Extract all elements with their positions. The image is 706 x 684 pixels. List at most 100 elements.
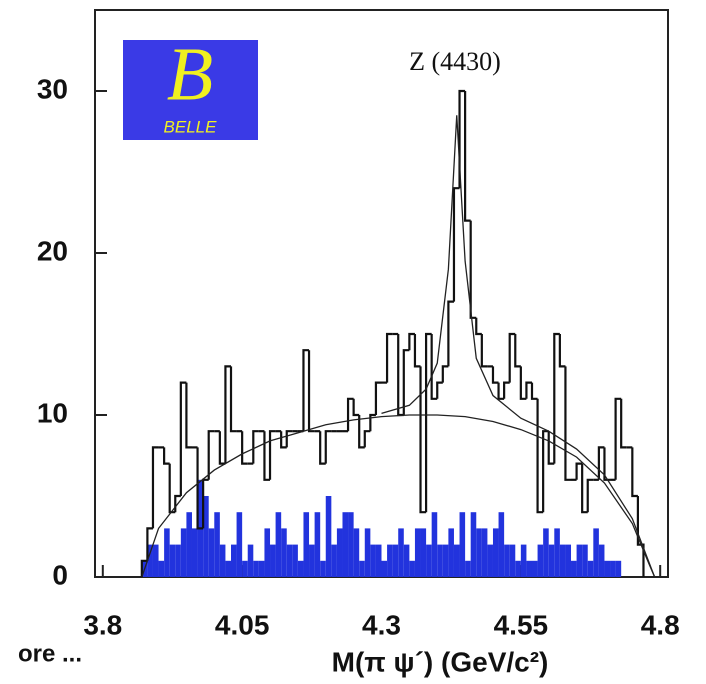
background-bar bbox=[509, 544, 516, 577]
background-bar bbox=[531, 560, 538, 577]
histogram-step bbox=[464, 91, 471, 222]
background-bar bbox=[320, 560, 326, 577]
background-bar bbox=[270, 544, 276, 577]
corner-text: ore ... bbox=[18, 640, 82, 667]
background-bar bbox=[392, 544, 399, 577]
background-bar bbox=[297, 560, 304, 577]
histogram-step bbox=[564, 366, 572, 481]
background-bar bbox=[348, 512, 354, 577]
histogram-step bbox=[542, 430, 549, 513]
histogram-step bbox=[575, 462, 583, 480]
histogram-step bbox=[263, 431, 271, 481]
y-tick-label: 0 bbox=[52, 559, 68, 590]
histogram-step bbox=[196, 447, 204, 530]
background-bar bbox=[342, 512, 349, 577]
histogram-step bbox=[558, 334, 566, 368]
background-bar bbox=[459, 512, 466, 577]
background-bar bbox=[180, 528, 187, 577]
histogram-step bbox=[436, 381, 443, 399]
histogram-step bbox=[424, 332, 432, 513]
x-tick-label: 4.05 bbox=[215, 609, 270, 640]
background-bar bbox=[403, 544, 410, 577]
histogram-step bbox=[268, 430, 276, 480]
background-bar bbox=[364, 528, 371, 577]
histogram-step bbox=[179, 381, 187, 496]
background-bar bbox=[470, 512, 477, 577]
background-bar bbox=[381, 560, 388, 577]
histogram-step bbox=[475, 317, 482, 336]
histogram-step bbox=[218, 431, 226, 465]
background-bar bbox=[359, 560, 365, 577]
background-bar bbox=[515, 560, 521, 577]
background-bar bbox=[593, 528, 599, 577]
histogram-step bbox=[151, 446, 159, 529]
background-bar bbox=[242, 560, 248, 577]
background-bar bbox=[565, 544, 572, 577]
histogram-step bbox=[358, 415, 365, 449]
x-tick-label: 4.3 bbox=[362, 609, 401, 640]
background-bar bbox=[548, 544, 555, 577]
histogram-step bbox=[530, 382, 538, 400]
background-bar bbox=[231, 544, 237, 577]
annotation: Z (4430) bbox=[409, 47, 501, 76]
background-bar bbox=[236, 512, 243, 577]
background-bar bbox=[164, 528, 170, 577]
histogram-step bbox=[497, 382, 505, 400]
histogram-step bbox=[280, 431, 287, 449]
background-bar bbox=[214, 512, 220, 577]
histogram-step bbox=[252, 430, 259, 464]
background-bar bbox=[582, 544, 588, 577]
histogram-step bbox=[508, 332, 516, 383]
logo-box bbox=[123, 40, 258, 140]
background-bar bbox=[481, 528, 488, 577]
background-bar bbox=[537, 544, 544, 577]
histogram-step bbox=[352, 398, 360, 417]
background-bar bbox=[331, 544, 337, 577]
background-bar bbox=[292, 544, 298, 577]
background-bar bbox=[314, 512, 321, 577]
x-axis-label: M(π ψ´) (GeV/c²) bbox=[332, 646, 549, 677]
background-bar bbox=[520, 544, 527, 577]
background-bar bbox=[587, 560, 594, 577]
background-bar bbox=[598, 544, 605, 577]
background-bar bbox=[409, 560, 415, 577]
background-bar bbox=[387, 544, 393, 577]
background-bar bbox=[264, 528, 271, 577]
histogram-step bbox=[620, 398, 627, 449]
background-bar bbox=[286, 544, 293, 577]
background-bar bbox=[375, 544, 382, 577]
background-bar bbox=[152, 544, 159, 577]
histogram-step bbox=[168, 463, 176, 514]
histogram-step bbox=[224, 365, 232, 464]
histogram-step bbox=[614, 397, 622, 480]
background-bar bbox=[426, 544, 432, 577]
background-bar bbox=[175, 544, 181, 577]
background-bar bbox=[554, 528, 560, 577]
histogram-step bbox=[285, 430, 293, 448]
x-tick-label: 4.8 bbox=[641, 609, 680, 640]
background-bar bbox=[559, 544, 566, 577]
background-bar bbox=[465, 560, 471, 577]
histogram-step bbox=[581, 463, 588, 514]
background-bar bbox=[325, 496, 332, 577]
background-bar bbox=[309, 544, 315, 577]
background-bar bbox=[191, 528, 198, 577]
fit-curve bbox=[381, 115, 656, 578]
histogram-step bbox=[603, 447, 611, 481]
histogram-step bbox=[374, 381, 382, 415]
histogram-step bbox=[319, 431, 326, 465]
histogram-step bbox=[207, 430, 215, 480]
background-bar bbox=[431, 512, 438, 577]
background-bar bbox=[203, 496, 209, 577]
histogram-step bbox=[514, 334, 521, 368]
histogram-step bbox=[363, 430, 371, 448]
background-bar bbox=[610, 560, 616, 577]
histogram-step bbox=[503, 381, 510, 399]
histogram-step bbox=[146, 527, 153, 561]
histogram-step bbox=[519, 366, 527, 400]
histogram-step bbox=[480, 334, 488, 368]
background-bar bbox=[526, 560, 532, 577]
background-bar bbox=[543, 528, 549, 577]
